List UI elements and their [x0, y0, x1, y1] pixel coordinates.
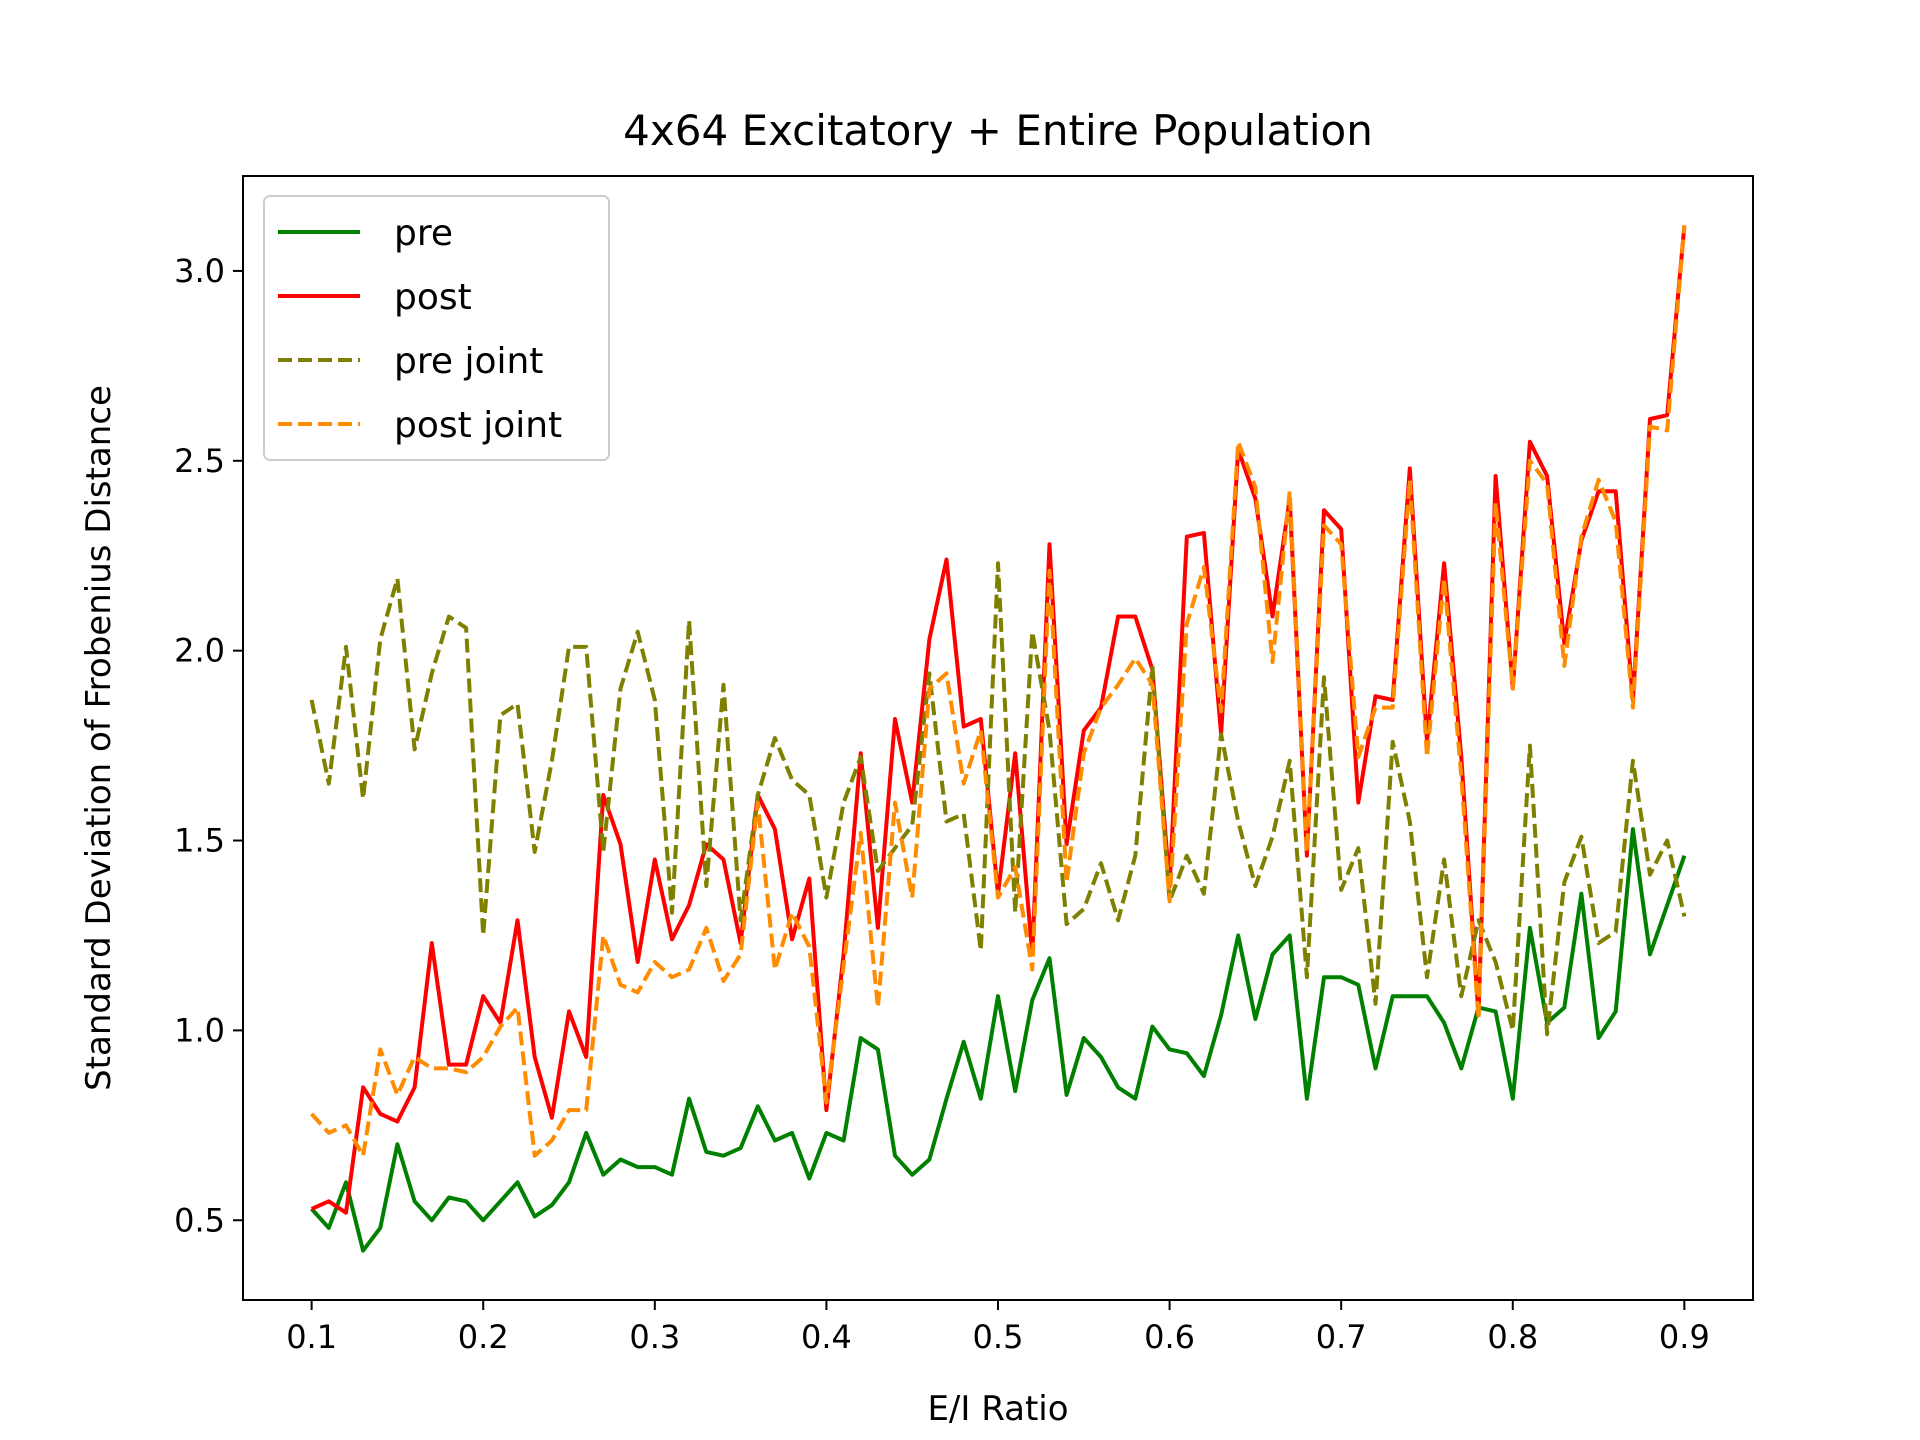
y-tick-label: 1.0	[174, 1011, 225, 1049]
y-tick-label: 2.5	[174, 442, 225, 480]
legend-label: post joint	[394, 405, 562, 446]
x-axis-label: E/I Ratio	[927, 1389, 1068, 1429]
series-line-pre	[310, 827, 1687, 1253]
y-tick-label: 3.0	[174, 252, 225, 290]
x-axis: 0.1 0.2 0.3 0.4 0.5 0.6 0.7 0.8 0.9	[286, 1300, 1710, 1356]
x-tick-label: 0.8	[1487, 1318, 1538, 1356]
x-tick-label: 0.4	[801, 1318, 852, 1356]
legend-label: pre	[394, 213, 453, 254]
x-tick-label: 0.1	[286, 1318, 337, 1356]
series-line-pre-joint	[309, 561, 1687, 1037]
x-tick-label: 0.3	[629, 1318, 680, 1356]
legend: pre post pre joint post joint	[263, 195, 610, 461]
x-tick-label: 0.7	[1316, 1318, 1367, 1356]
y-tick-label: 2.0	[174, 632, 225, 670]
legend-box	[263, 195, 610, 461]
x-tick-label: 0.5	[973, 1318, 1024, 1356]
x-tick-label: 0.6	[1144, 1318, 1195, 1356]
chart-title: 4x64 Excitatory + Entire Population	[623, 106, 1373, 155]
y-tick-label: 0.5	[174, 1201, 225, 1239]
legend-label: post	[394, 277, 472, 318]
series-layer	[309, 225, 1687, 1253]
y-tick-label: 1.5	[174, 822, 225, 860]
series-line-post-joint	[310, 225, 1687, 1158]
y-axis-label: Standard Deviation of Frobenius Distance	[79, 385, 119, 1091]
y-axis: 0.5 1.0 1.5 2.0 2.5 3.0	[174, 252, 243, 1239]
x-tick-label: 0.9	[1659, 1318, 1710, 1356]
x-tick-label: 0.2	[458, 1318, 509, 1356]
legend-label: pre joint	[394, 341, 543, 382]
